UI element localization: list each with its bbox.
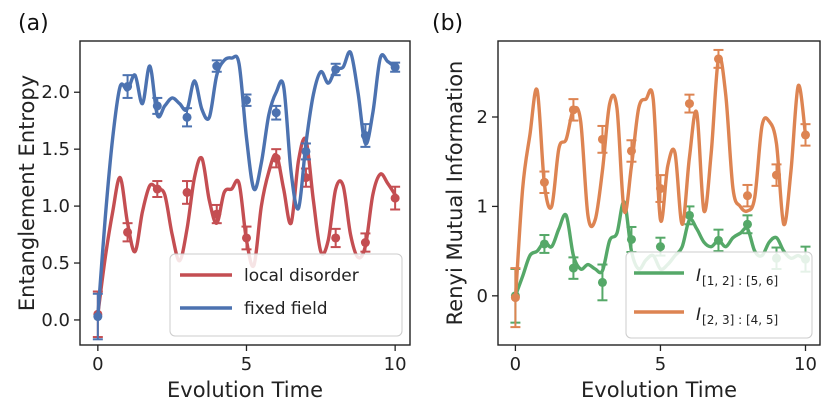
panel-b-series-1-point-6 (684, 99, 694, 109)
panel-b-series-1-point-10 (800, 130, 810, 140)
panel-b-series-0-point-8 (742, 219, 752, 229)
panel-a-series-1-point-9 (360, 131, 370, 141)
panel-a-plot (92, 50, 401, 341)
legend-subscript-i-23-45: [2, 3] : [4, 5] (702, 313, 778, 327)
panel-a-ticks: 0 5 10 0.0 0.5 1.0 1.5 2.0 (41, 82, 406, 375)
panel-a-legend: local disorder fixed field (169, 253, 403, 337)
panel-a-series-0-point-10 (390, 193, 400, 203)
panel-a-series-1-point-6 (271, 108, 281, 118)
panel-b-series-0-point-7 (713, 235, 723, 245)
panel-b-series-1-curve (513, 55, 808, 302)
panel-b-series-0-point-3 (597, 277, 607, 287)
panel-b-series-0-point-4 (626, 234, 636, 244)
panel-a-series-1-point-8 (331, 64, 341, 74)
panel-a-xtick-label-2: 10 (384, 354, 407, 375)
panel-a-series-1-point-10 (390, 62, 400, 72)
panel-b-ylabel: Renyi Mutual Information (443, 61, 467, 326)
panel-a-series-1-point-5 (241, 95, 251, 105)
legend-label-i-12-56: I[1, 2] : [5, 6] (696, 266, 778, 288)
panel-b-ytick-label-0: 0 (477, 286, 488, 307)
panel-b-series-1-point-5 (655, 184, 665, 194)
panel-a-ylabel: Entanglement Entropy (15, 75, 39, 311)
panel-a-series-1-curve (96, 50, 397, 319)
panel-b-xtick-label-2: 10 (794, 354, 817, 375)
panel-a-xlabel: Evolution Time (167, 378, 323, 402)
legend-subscript-i-12-56: [1, 2] : [5, 6] (702, 274, 778, 288)
legend-label-fixed-field: fixed field (244, 299, 328, 319)
panel-b-series-0-point-6 (684, 210, 694, 220)
panel-a-series-1-point-0 (93, 312, 103, 322)
panel-a-series-0-point-4 (212, 209, 222, 219)
panel-b-label: (b) (432, 11, 463, 36)
panel-b-series-0-point-5 (655, 242, 665, 252)
legend-label-i-23-45: I[2, 3] : [4, 5] (696, 305, 778, 327)
panel-b-series-1-point-3 (597, 134, 607, 144)
panel-a-xtick-label-1: 5 (241, 354, 252, 375)
panel-b-xlabel: Evolution Time (581, 378, 737, 402)
panel-a: (a) 0 5 10 0.0 0.5 1.0 1.5 2.0 Evolution Time E… (15, 11, 411, 402)
panel-b-series-1-point-4 (626, 146, 636, 156)
panel-b-series-1-point-9 (771, 170, 781, 180)
panel-a-series-1-point-1 (123, 82, 133, 92)
legend-label-local-disorder: local disorder (244, 266, 359, 286)
panel-b-series-1-point-8 (742, 191, 752, 201)
panel-a-series-1-point-3 (182, 112, 192, 122)
panel-b-series-1-point-2 (568, 105, 578, 115)
panel-a-label: (a) (18, 11, 49, 36)
panel-a-series-1-point-7 (301, 146, 311, 156)
panel-a-series-0-point-8 (331, 233, 341, 243)
panel-b-xtick-label-0: 0 (510, 354, 521, 375)
panel-b-ytick-label-1: 1 (477, 196, 488, 217)
panel-a-series-0-point-3 (182, 187, 192, 197)
panel-a-xtick-label-0: 0 (92, 354, 103, 375)
legend-symbol-i-23-45: I (696, 305, 701, 325)
panel-a-ytick-label-2: 1.0 (41, 196, 70, 217)
panel-b: (b) 0 5 10 0 1 2 Evolution Time Renyi Mutual … (432, 11, 821, 402)
panel-b-legend: I[1, 2] : [5, 6] I[2, 3] : [4, 5] (625, 251, 813, 339)
panel-a-series-0-point-5 (241, 233, 251, 243)
panel-b-ytick-label-2: 2 (477, 107, 488, 128)
panel-b-ticks: 0 5 10 0 1 2 (477, 107, 817, 375)
panel-b-series-0-point-2 (568, 263, 578, 273)
legend-symbol-i-12-56: I (696, 266, 701, 286)
panel-a-ytick-label-1: 0.5 (41, 253, 70, 274)
panel-a-series-0-point-6 (271, 153, 281, 163)
panel-b-series-0-point-1 (539, 239, 549, 249)
panel-a-series-0-point-2 (152, 184, 162, 194)
panel-a-series-0-point-1 (123, 227, 133, 237)
panel-a-series-1-point-4 (212, 61, 222, 71)
panel-a-series-0-point-9 (360, 238, 370, 248)
panel-b-frame (497, 40, 821, 346)
panel-a-frame (79, 40, 411, 346)
panel-b-series-1-point-0 (510, 293, 520, 303)
panel-b-series-1-point-1 (539, 177, 549, 187)
panel-b-xtick-label-1: 5 (655, 354, 666, 375)
panel-a-ytick-label-0: 0.0 (41, 310, 70, 331)
panel-a-ytick-label-4: 2.0 (41, 82, 70, 103)
panel-a-series-1-point-2 (152, 101, 162, 111)
panel-b-series-1-point-7 (713, 54, 723, 64)
panel-a-ytick-label-3: 1.5 (41, 139, 70, 160)
